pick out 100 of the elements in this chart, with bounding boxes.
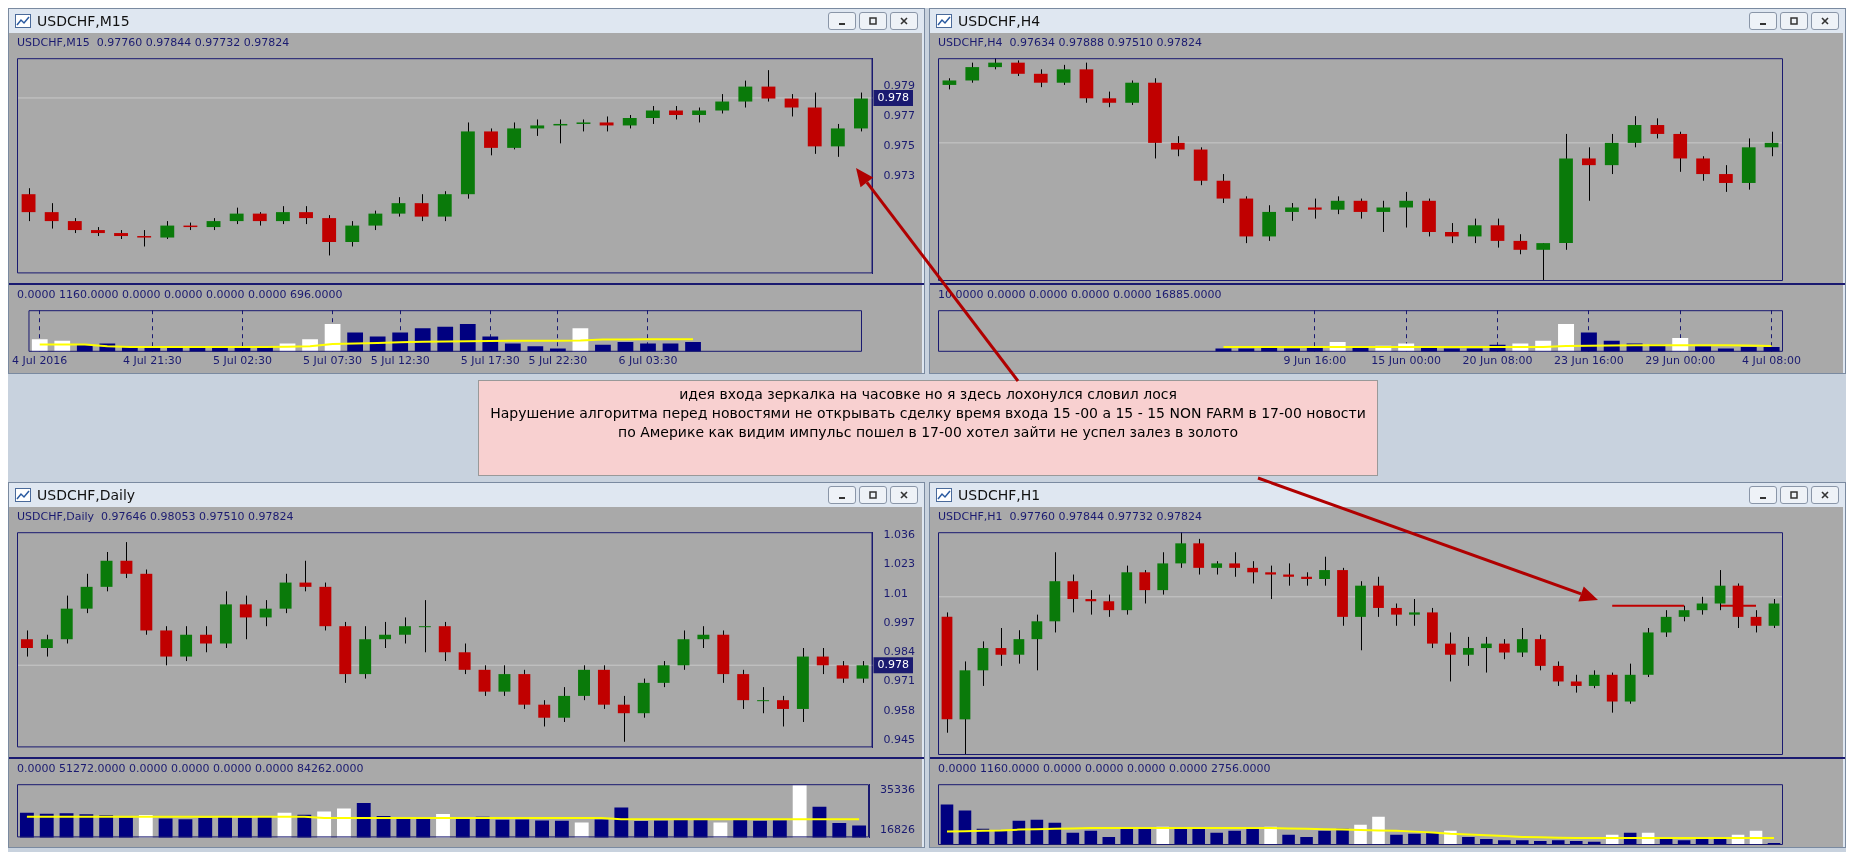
y-tick-label: 0.945 (883, 732, 916, 746)
candlestick (80, 573, 93, 614)
candlestick (345, 220, 360, 247)
candlestick (995, 627, 1007, 667)
candlestick (1650, 117, 1665, 139)
candlestick (538, 699, 551, 727)
y-tick-label: 0.997 (883, 615, 916, 629)
y-tick-label: 1.023 (883, 557, 916, 571)
bar (549, 348, 566, 352)
candlestick (1216, 173, 1231, 204)
candlestick (322, 214, 337, 256)
candlestick (1696, 155, 1710, 182)
candlestick (1391, 603, 1402, 627)
candlestick (458, 643, 471, 675)
chart-title: USDCHF,Daily (37, 487, 137, 503)
x-tick-label: 15 Jun 00:00 (1371, 354, 1442, 368)
text: идея входа зеркалка на часовке но я здесь лохонулся словил лося (678, 385, 1178, 404)
y-tick-label: 0.971 (883, 674, 916, 688)
candlestick (1719, 164, 1733, 193)
y-tick-label: 0.958 (883, 703, 916, 717)
chart-title: USDCHF,H4 (958, 13, 1042, 29)
bar (1210, 832, 1223, 845)
bar (1238, 348, 1255, 352)
bar (1228, 830, 1241, 845)
x-tick-label: 4 Jul 08:00 (1742, 354, 1802, 368)
candlestick (1353, 198, 1368, 220)
candlestick (137, 229, 152, 247)
bar (1717, 348, 1734, 352)
chart-subtitle: USDCHF,Daily 0.97646 0.98053 0.97510 0.97824 (17, 510, 294, 524)
candlestick (836, 660, 849, 684)
candlestick (1229, 551, 1241, 578)
ref-line-label: 0.978 (877, 90, 910, 104)
bar (940, 804, 954, 845)
candlestick (816, 647, 829, 675)
candlestick (414, 193, 429, 222)
candlestick (1175, 531, 1187, 569)
candlestick (1768, 598, 1780, 629)
bar (662, 343, 679, 352)
chart-title: USDCHF,M15 (37, 13, 131, 29)
y-tick-label: 0.975 (883, 139, 916, 153)
y-tick-label: 0.977 (883, 109, 916, 123)
candlestick (761, 69, 776, 103)
bar (1192, 828, 1205, 845)
candlestick (1516, 627, 1528, 658)
candlestick (40, 634, 53, 658)
candlestick (1480, 636, 1492, 674)
candlestick (1462, 636, 1474, 667)
bar (527, 346, 544, 352)
bar (685, 342, 701, 352)
candlestick (21, 187, 36, 222)
bar (1215, 348, 1232, 352)
candlestick (830, 123, 845, 158)
y-tick-label: 1.036 (883, 528, 916, 542)
candlestick (478, 664, 491, 697)
candlestick (259, 599, 272, 627)
candlestick (1498, 638, 1510, 660)
candlestick (1301, 571, 1312, 587)
bar (1372, 816, 1385, 845)
bar (1408, 833, 1421, 845)
candlestick (507, 121, 522, 150)
candlestick (1399, 191, 1414, 229)
bar (1558, 324, 1575, 352)
x-tick-label: 5 Jul 02:30 (213, 354, 272, 368)
candlestick (1085, 589, 1097, 616)
x-tick-label: 20 Jun 08:00 (1462, 354, 1533, 368)
chart-title: USDCHF,H1 (958, 487, 1042, 503)
bar (1466, 348, 1483, 352)
candlestick (558, 686, 571, 723)
chart-title: 0.0000 1160.0000 0.0000 0.0000 0.0000 0.0000 2756.0000 (938, 762, 1271, 776)
candlestick (1660, 609, 1672, 638)
y-tick-label: 0.984 (883, 645, 916, 659)
bar (1174, 828, 1188, 845)
bar (1318, 830, 1331, 845)
bar (459, 324, 476, 352)
text: Нарушение алгоритма перед новостями не открывать сделку время входа 15 -00 а 15 - 15 NON FARM в 17-00 новости по Америке как видим импульс пошел в 17-00 хотел зайти не успел залез в золото (489, 404, 1367, 442)
candlestick (1604, 133, 1619, 175)
bar (1426, 832, 1439, 845)
candlestick (715, 93, 730, 114)
candlestick (484, 127, 498, 156)
candlestick (368, 210, 383, 231)
candlestick (1031, 614, 1043, 671)
candlestick (120, 541, 133, 579)
ref-line-label: 0.978 (877, 658, 910, 672)
candlestick (180, 625, 193, 662)
candlestick (1013, 629, 1025, 665)
x-tick-label: 5 Jul 07:30 (303, 354, 363, 368)
candlestick (1513, 233, 1528, 255)
bar (1695, 346, 1712, 352)
candlestick (498, 664, 511, 697)
candlestick (1445, 222, 1459, 244)
bar (1390, 834, 1403, 845)
candlestick (1125, 79, 1139, 106)
x-tick-label: 9 Jun 16:00 (1283, 354, 1347, 368)
chart-subtitle: USDCHF,H4 0.97634 0.97888 0.97510 0.97824 (938, 36, 1202, 50)
candlestick (1490, 218, 1505, 249)
candlestick (1247, 560, 1259, 584)
x-tick-label: 5 Jul 12:30 (370, 354, 430, 368)
candlestick (1067, 574, 1079, 613)
y-tick-label: 35336 (880, 783, 916, 797)
y-tick-label: 0.979 (883, 79, 916, 93)
